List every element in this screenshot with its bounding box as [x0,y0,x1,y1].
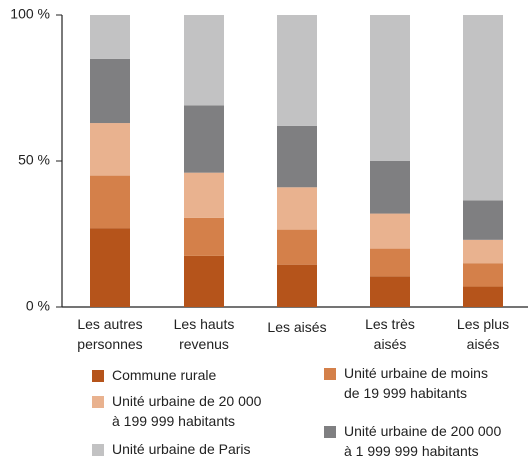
bar-segment [370,248,410,277]
legend-swatch [324,426,336,438]
bar-segment [463,239,503,264]
y-tick-label: 100 % [10,6,50,22]
x-tick-label: Les hauts revenus [174,316,235,352]
x-tick-label: Les autres personnes [77,316,142,352]
bar-segment [90,123,130,176]
bar-segment [370,15,410,161]
legend-swatch [324,368,336,380]
bar-segment [277,125,317,188]
bar-segment [370,213,410,249]
bar-segment [184,217,224,256]
bar-segment [463,15,503,201]
legend-swatch [92,444,104,456]
bar-segment [90,175,130,229]
legend-label: Unité urbaine de Paris [112,441,251,457]
legend-swatch [92,370,104,382]
bar-segment [277,264,317,307]
bar-segment [463,286,503,307]
x-tick-label: Les plus aisés [457,316,509,352]
bar-segment [277,187,317,230]
bar-segment [90,58,130,124]
bar-segment [277,229,317,265]
bar-segment [463,200,503,240]
bar-segment [463,263,503,287]
legend-label: Unité urbaine de 20 000 à 199 999 habitan… [112,393,262,429]
bar-segment [184,105,224,173]
x-tick-label: Les aisés [267,319,326,335]
legend-swatch [92,396,104,408]
bar-segment [184,255,224,307]
bar-segment [90,15,130,59]
bar-segment [370,276,410,307]
bar-segment [90,228,130,307]
bar-segment [370,161,410,214]
bar-segment [184,172,224,218]
bar-segment [277,15,317,126]
y-tick-label: 0 % [26,298,50,314]
y-tick-label: 50 % [18,152,50,168]
legend-label: Commune rurale [112,367,216,383]
legend-label: Unité urbaine de 200 000 à 1 999 999 habi… [344,423,501,459]
x-tick-label: Les très aisés [365,316,415,352]
legend-label: Unité urbaine de moins de 19 999 habitant… [344,365,488,401]
bar-segment [184,15,224,106]
